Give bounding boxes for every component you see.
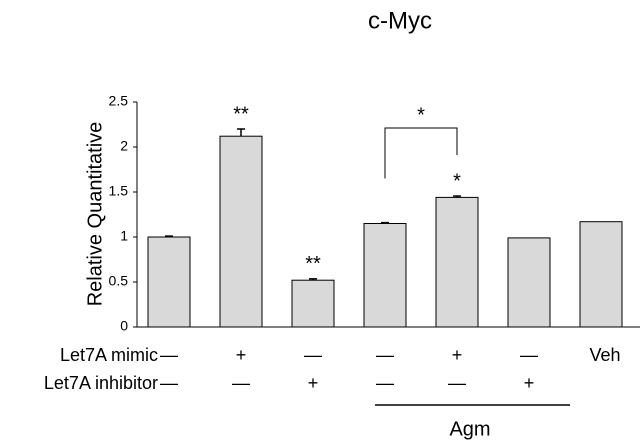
bar	[147, 236, 191, 328]
condition-cell: +	[236, 345, 247, 365]
condition-cell: —	[232, 373, 250, 393]
bar	[291, 279, 335, 328]
chart-title: c-Myc	[368, 7, 432, 34]
condition-cell: +	[524, 373, 535, 393]
condition-cell: —	[376, 345, 394, 365]
bar	[219, 135, 263, 328]
condition-cell: —	[376, 373, 394, 393]
condition-cell: —	[520, 345, 538, 365]
comparison-bracket	[384, 127, 458, 179]
condition-cell: —	[160, 373, 178, 393]
bar	[507, 237, 551, 328]
bar	[363, 223, 407, 328]
bar	[435, 196, 479, 328]
significance-label: **	[305, 253, 321, 275]
condition-row-label: Let7A inhibitor	[44, 373, 158, 393]
condition-cell: +	[452, 345, 463, 365]
y-tick-label: 1	[120, 228, 128, 244]
condition-cell: —	[160, 345, 178, 365]
bar	[579, 221, 623, 328]
y-tick-label: 0	[120, 318, 128, 334]
significance-label: *	[453, 170, 461, 192]
y-tick-label: 0.5	[109, 273, 129, 289]
y-axis-label: Relative Quantitative	[84, 122, 106, 307]
group-label: Agm	[449, 418, 490, 440]
condition-row-label: Let7A mimic	[60, 345, 158, 365]
condition-cell: +	[308, 373, 319, 393]
y-tick-label: 1.5	[109, 183, 129, 199]
bracket-label: *	[417, 104, 425, 126]
condition-cell: —	[304, 345, 322, 365]
significance-label: **	[233, 103, 249, 125]
condition-cell: Veh	[589, 345, 620, 365]
y-tick-label: 2	[120, 138, 128, 154]
y-tick-label: 2.5	[109, 93, 129, 109]
condition-cell: —	[448, 373, 466, 393]
